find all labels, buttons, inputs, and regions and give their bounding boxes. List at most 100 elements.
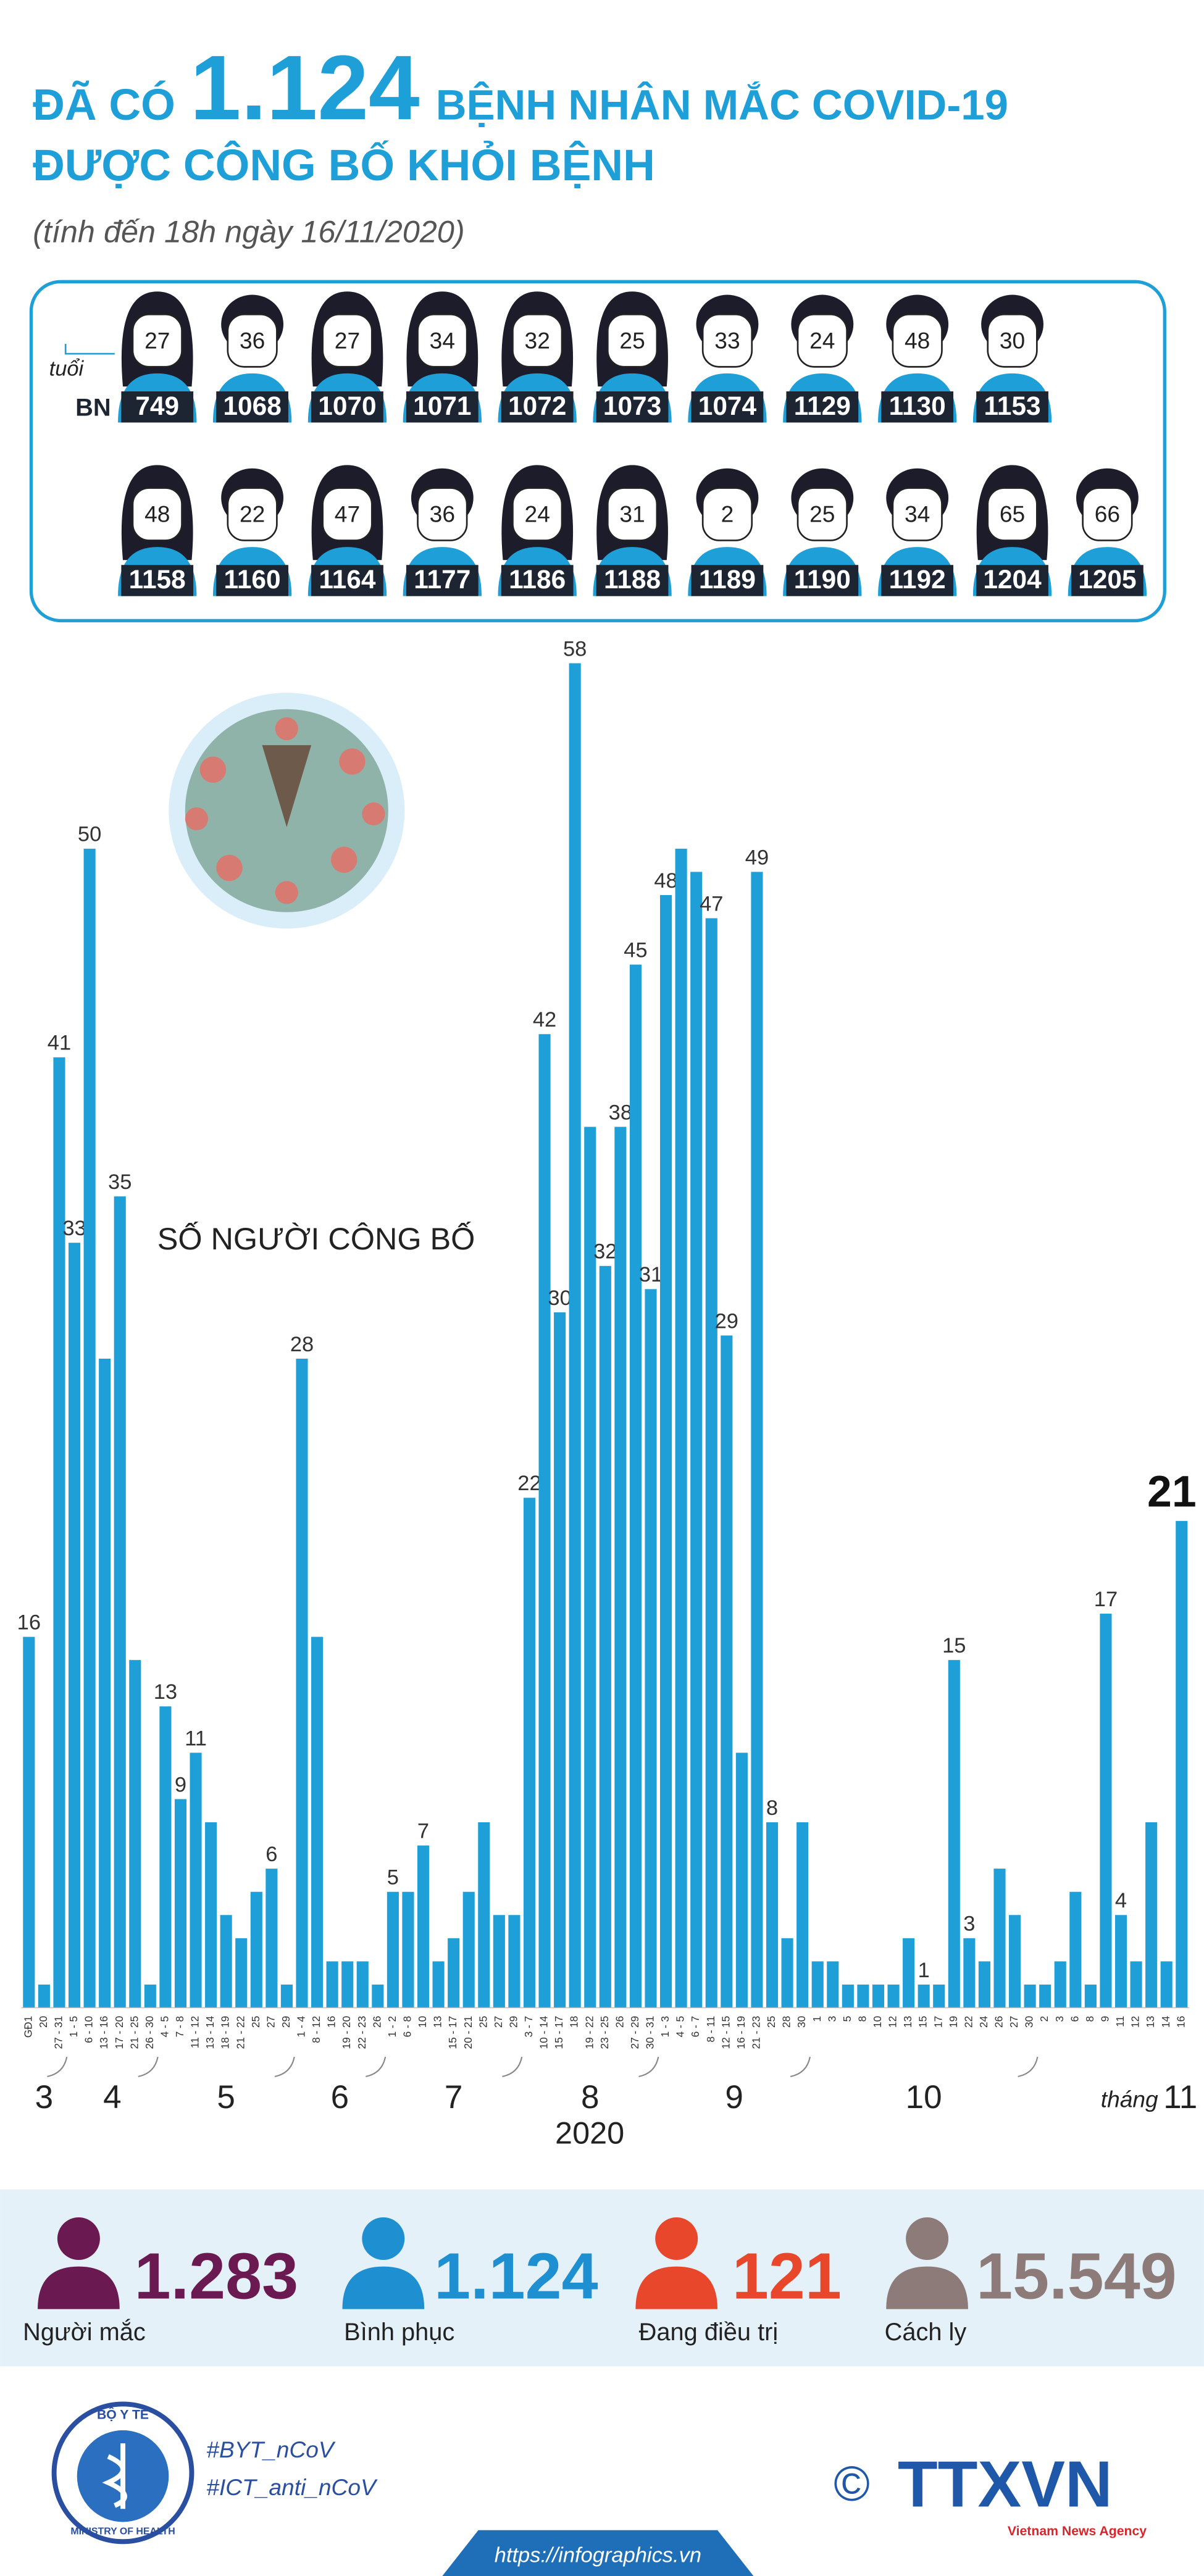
id-box	[786, 565, 859, 596]
bar	[751, 872, 763, 2008]
stat-icon-head	[655, 2217, 698, 2260]
bar	[265, 1869, 278, 2008]
bar	[933, 1984, 945, 2008]
bar	[781, 1938, 793, 2008]
x-tick-label: 26	[370, 2016, 383, 2028]
face-mask	[606, 487, 658, 541]
month-separator	[274, 2056, 295, 2077]
x-tick-label: GĐ1	[22, 2016, 34, 2038]
month-label: 11	[1163, 2079, 1197, 2115]
bar	[448, 1938, 460, 2008]
agency: TTXVN	[898, 2448, 1113, 2520]
stat-icon-body	[635, 2266, 718, 2309]
id-box	[881, 391, 954, 423]
patient-id: 1073	[603, 391, 661, 420]
face-mask	[606, 314, 658, 368]
patient-id: 1204	[983, 565, 1042, 594]
patient-age: 47	[335, 501, 360, 527]
value-label: 49	[745, 846, 769, 869]
patient: 32 1072	[498, 291, 577, 423]
bar	[38, 1984, 50, 2008]
patient-age: 25	[809, 501, 835, 527]
patient: 31 1188	[593, 465, 672, 596]
patient-age: 34	[905, 501, 930, 527]
x-tick-label: 6	[1068, 2016, 1081, 2022]
month-separator	[638, 2056, 659, 2077]
id-box	[881, 565, 954, 596]
id-box	[691, 565, 764, 596]
bar	[554, 1312, 566, 2008]
id-box	[501, 391, 574, 423]
hashtag: #BYT_nCoV	[206, 2436, 336, 2462]
patient-age: 32	[525, 327, 550, 353]
patient-age: 66	[1095, 501, 1120, 527]
value-label: 3	[963, 1912, 975, 1936]
x-tick-label: 9	[1099, 2016, 1111, 2022]
month-separator	[502, 2056, 523, 2077]
bar	[660, 894, 672, 2008]
bar	[887, 1984, 900, 2008]
value-label: 48	[654, 869, 677, 893]
patient-age: 36	[240, 327, 265, 353]
stat-icon-head	[362, 2217, 405, 2260]
patient-id: 1071	[413, 391, 471, 420]
patient: 24 1186	[498, 465, 577, 596]
bar	[1100, 1614, 1112, 2008]
bar	[1009, 1915, 1021, 2008]
month-label: 8	[581, 2079, 600, 2115]
value-label: 28	[290, 1333, 314, 1356]
value-label: 9	[175, 1773, 186, 1796]
patient-id: 1160	[224, 565, 281, 594]
value-label: 30	[548, 1286, 571, 1310]
face-mask	[1082, 487, 1133, 541]
x-tick-label: 10	[871, 2016, 884, 2028]
bar	[205, 1822, 217, 2008]
bar	[978, 1961, 990, 2008]
bar	[83, 848, 96, 2008]
bar	[129, 1660, 141, 2008]
month-separator	[790, 2056, 811, 2077]
bar	[721, 1335, 733, 2008]
patient: 48 1130	[878, 294, 957, 423]
stat-icon-head	[906, 2217, 949, 2260]
ministry-logo: BỘ Y TẾ MINISTRY OF HEALTH	[51, 2401, 194, 2545]
value-label: 8	[766, 1796, 778, 1820]
x-tick-label: 24	[977, 2015, 990, 2028]
month-separator	[47, 2056, 68, 2077]
ministry-name-en: MINISTRY OF HEALTH	[70, 2527, 175, 2537]
stat-label: Đang điều trị	[639, 2319, 779, 2346]
x-tick-label: 16 - 19	[735, 2016, 747, 2049]
value-label: 38	[609, 1101, 632, 1124]
id-box	[121, 565, 194, 596]
patient-age: 2	[721, 501, 734, 527]
bar	[250, 1891, 262, 2008]
x-tick-label: 26	[993, 2016, 1005, 2028]
x-tick-label: 29	[507, 2016, 519, 2028]
x-tick-label: 28	[780, 2016, 793, 2028]
patient-age: 24	[525, 501, 550, 527]
patient: 25 1190	[783, 468, 862, 596]
value-label: 41	[48, 1032, 71, 1055]
bar	[114, 1196, 126, 2008]
bar	[811, 1961, 824, 2008]
face-mask	[132, 487, 183, 541]
face-mask	[227, 314, 278, 368]
agency-en: Vietnam News Agency	[1008, 2524, 1147, 2538]
x-tick-label: 15 - 17	[553, 2016, 565, 2049]
patient-age: 31	[619, 501, 645, 527]
month-label: 10	[906, 2079, 942, 2115]
x-tick-label: 15 - 17	[446, 2016, 459, 2049]
x-tick-label: 10 - 14	[538, 2015, 550, 2049]
x-tick-label: 12 - 15	[719, 2016, 732, 2049]
x-tick-label: 26	[613, 2016, 625, 2028]
value-label: 29	[715, 1309, 738, 1333]
patient-age: 65	[1000, 501, 1025, 527]
value-label: 33	[62, 1217, 86, 1240]
value-label: 47	[700, 892, 723, 915]
bar	[235, 1938, 248, 2008]
patient: 30 1153	[972, 294, 1052, 423]
x-tick-label: 4 - 5	[674, 2016, 687, 2038]
